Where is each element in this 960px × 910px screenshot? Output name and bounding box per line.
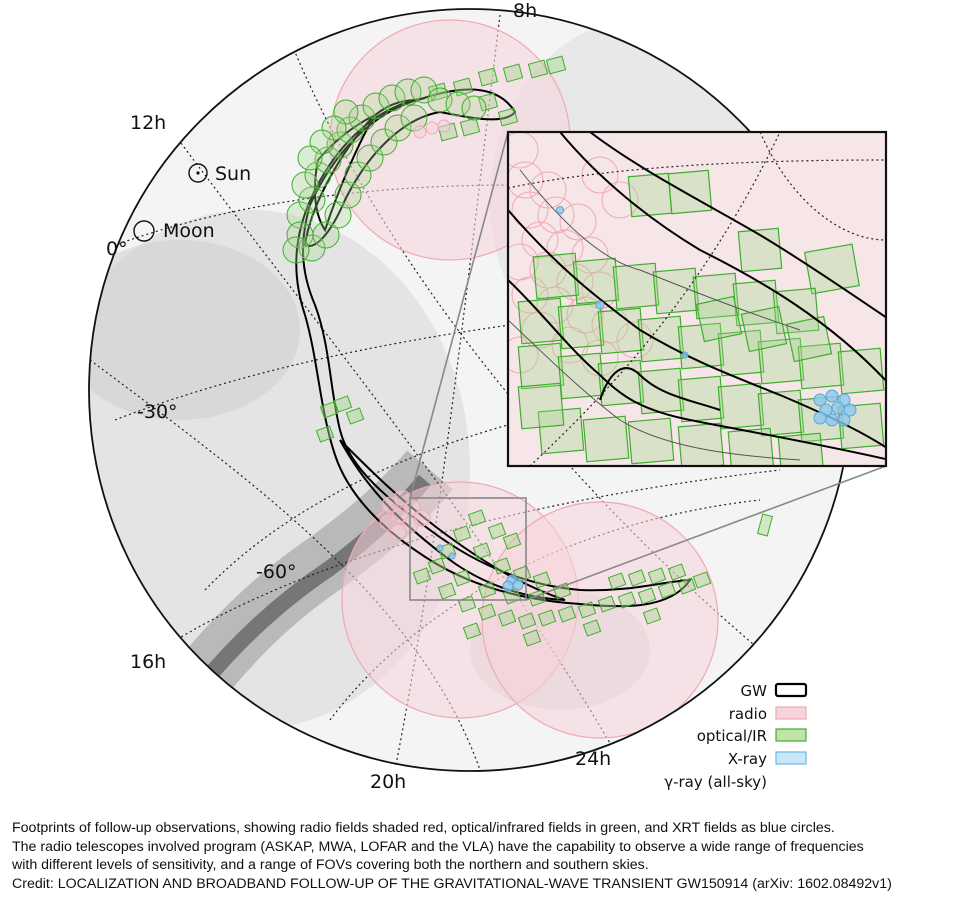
moon-icon [133,220,155,242]
sun-marker: Sun [188,163,251,185]
legend-swatch-gw [774,682,808,698]
zoom-region-box [409,497,527,601]
sky-map-figure: 8h 12h 16h 20h 24h 0° -30° -60° Sun Moon… [88,0,888,793]
dec-label-minus60: -60° [256,561,297,583]
ra-label-16h: 16h [130,651,166,673]
ra-label-20h: 20h [370,771,406,793]
moon-label: Moon [163,220,215,242]
legend-label-xray: X-ray [728,750,767,768]
caption-line-3: with different levels of sensitivity, an… [12,857,649,874]
figure-caption: Footprints of follow-up observations, sh… [12,819,952,893]
zoom-connector-top [409,131,509,499]
zoom-connector-bottom [525,465,887,601]
dec-label-minus30: -30° [137,401,178,423]
legend-swatch-radio [775,706,807,720]
ra-label-8h: 8h [513,0,537,22]
ra-label-24h: 24h [575,748,611,770]
legend-label-gamma: γ-ray (all-sky) [664,773,767,791]
optical-circle-fields [282,76,487,264]
caption-credit: Credit: LOCALIZATION AND BROADBAND FOLLO… [12,875,892,892]
legend-label-gw: GW [741,682,768,700]
optical-fields [315,55,774,647]
sun-label: Sun [215,163,251,185]
inset-zoom-panel [506,130,888,468]
legend-swatch-xray [775,751,807,765]
dec-label-0: 0° [106,238,128,260]
caption-line-2: The radio telescopes involved program (A… [12,838,864,855]
caption-line-1: Footprints of follow-up observations, sh… [12,820,835,836]
legend: GW radio optical/IR X-ray γ-ray (all-sky… [664,682,808,791]
moon-marker: Moon [133,220,215,242]
sun-icon [188,163,208,183]
xray-fields [436,544,524,592]
legend-label-optical: optical/IR [697,727,767,745]
legend-label-radio: radio [729,705,767,723]
ra-label-12h: 12h [130,112,166,134]
legend-swatch-optical [775,728,807,742]
